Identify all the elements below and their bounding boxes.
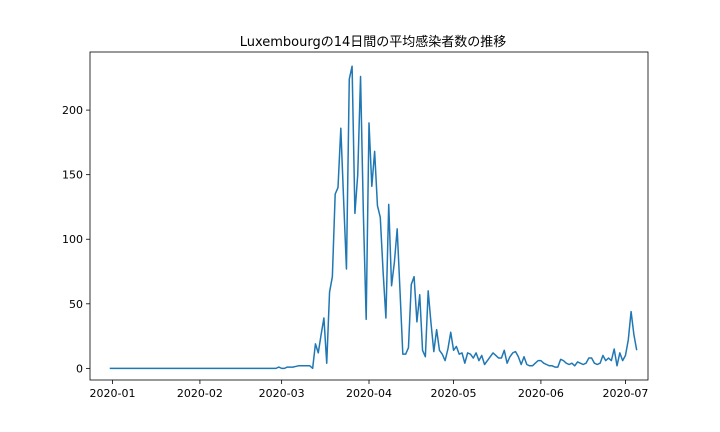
- x-axis: 2020-01 2020-02 2020-03 2020-04 2020-05 2020-…: [90, 380, 648, 400]
- y-tick-label: 150: [62, 169, 83, 182]
- x-tick-label: 2020-03: [259, 387, 305, 400]
- x-tick-label: 2020-07: [602, 387, 648, 400]
- x-tick-label: 2020-01: [90, 387, 136, 400]
- x-tick-label: 2020-06: [518, 387, 564, 400]
- y-tick-label: 200: [62, 104, 83, 117]
- x-tick-label: 2020-04: [346, 387, 392, 400]
- x-tick-label: 2020-02: [177, 387, 223, 400]
- series-line: [109, 65, 638, 370]
- plot-area: [109, 65, 638, 370]
- y-tick-label: 0: [76, 362, 83, 375]
- plot-frame: [89, 51, 649, 381]
- x-tick-label: 2020-05: [431, 387, 477, 400]
- y-tick-label: 50: [69, 298, 83, 311]
- y-axis: 0 50 100 150 200: [62, 104, 90, 375]
- chart-title: Luxembourgの14日間の平均感染者数の推移: [240, 34, 507, 50]
- y-tick-label: 100: [62, 233, 83, 246]
